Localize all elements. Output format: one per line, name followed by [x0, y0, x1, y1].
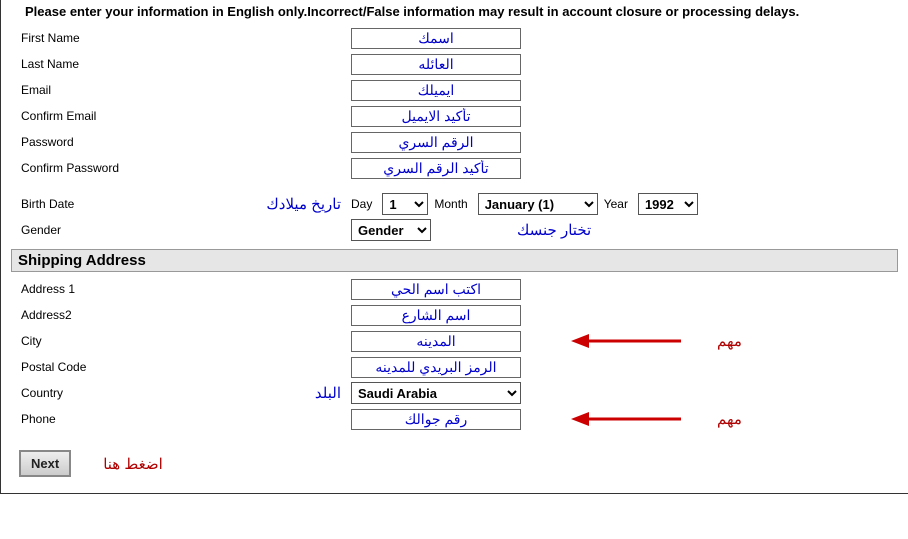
city-input[interactable] — [351, 331, 521, 352]
password-input[interactable] — [351, 132, 521, 153]
year-label: Year — [604, 197, 628, 211]
label-gender: Gender — [11, 223, 151, 237]
row-first-name: First Name — [11, 25, 898, 51]
row-address1: Address 1 — [11, 276, 898, 302]
row-confirm-email: Confirm Email — [11, 103, 898, 129]
label-confirm-email: Confirm Email — [11, 109, 151, 123]
annotation-gender: تختار جنسك — [517, 221, 591, 239]
label-address2: Address2 — [11, 308, 151, 322]
annotation-birth-date: تاريخ ميلادك — [151, 195, 351, 213]
month-label: Month — [434, 197, 467, 211]
label-country: Country — [11, 386, 151, 400]
label-phone: Phone — [11, 412, 151, 426]
row-city: City مهم — [11, 328, 898, 354]
country-select[interactable]: Saudi Arabia — [351, 382, 521, 404]
important-phone: مهم — [717, 410, 742, 428]
next-button[interactable]: Next — [19, 450, 71, 477]
email-input[interactable] — [351, 80, 521, 101]
label-password: Password — [11, 135, 151, 149]
row-next: Next اضغط هنا — [11, 432, 898, 483]
shipping-header: Shipping Address — [11, 249, 898, 272]
label-confirm-password: Confirm Password — [11, 161, 151, 175]
label-address1: Address 1 — [11, 282, 151, 296]
important-city: مهم — [717, 332, 742, 350]
row-last-name: Last Name — [11, 51, 898, 77]
postal-input[interactable] — [351, 357, 521, 378]
instruction-text: Please enter your information in English… — [11, 0, 898, 25]
label-birth-date: Birth Date — [11, 197, 151, 211]
row-confirm-password: Confirm Password — [11, 155, 898, 181]
last-name-input[interactable] — [351, 54, 521, 75]
confirm-email-input[interactable] — [351, 106, 521, 127]
form-container: Please enter your information in English… — [0, 0, 908, 494]
phone-input[interactable] — [351, 409, 521, 430]
row-gender: Gender Gender تختار جنسك — [11, 217, 898, 243]
arrow-icon — [571, 409, 681, 429]
first-name-input[interactable] — [351, 28, 521, 49]
row-email: Email — [11, 77, 898, 103]
annotation-country: البلد — [151, 384, 351, 402]
year-select[interactable]: 1992 — [638, 193, 698, 215]
address2-input[interactable] — [351, 305, 521, 326]
address1-input[interactable] — [351, 279, 521, 300]
row-address2: Address2 — [11, 302, 898, 328]
label-last-name: Last Name — [11, 57, 151, 71]
day-select[interactable]: 1 — [382, 193, 428, 215]
row-country: Country البلد Saudi Arabia — [11, 380, 898, 406]
arrow-icon — [571, 331, 681, 351]
label-city: City — [11, 334, 151, 348]
row-birth-date: Birth Date تاريخ ميلادك Day 1 Month Janu… — [11, 191, 898, 217]
day-label: Day — [351, 197, 372, 211]
label-postal: Postal Code — [11, 360, 151, 374]
annotation-next: اضغط هنا — [103, 455, 163, 473]
label-email: Email — [11, 83, 151, 97]
row-postal: Postal Code — [11, 354, 898, 380]
confirm-password-input[interactable] — [351, 158, 521, 179]
label-first-name: First Name — [11, 31, 151, 45]
row-password: Password — [11, 129, 898, 155]
month-select[interactable]: January (1) — [478, 193, 598, 215]
row-phone: Phone مهم — [11, 406, 898, 432]
gender-select[interactable]: Gender — [351, 219, 431, 241]
